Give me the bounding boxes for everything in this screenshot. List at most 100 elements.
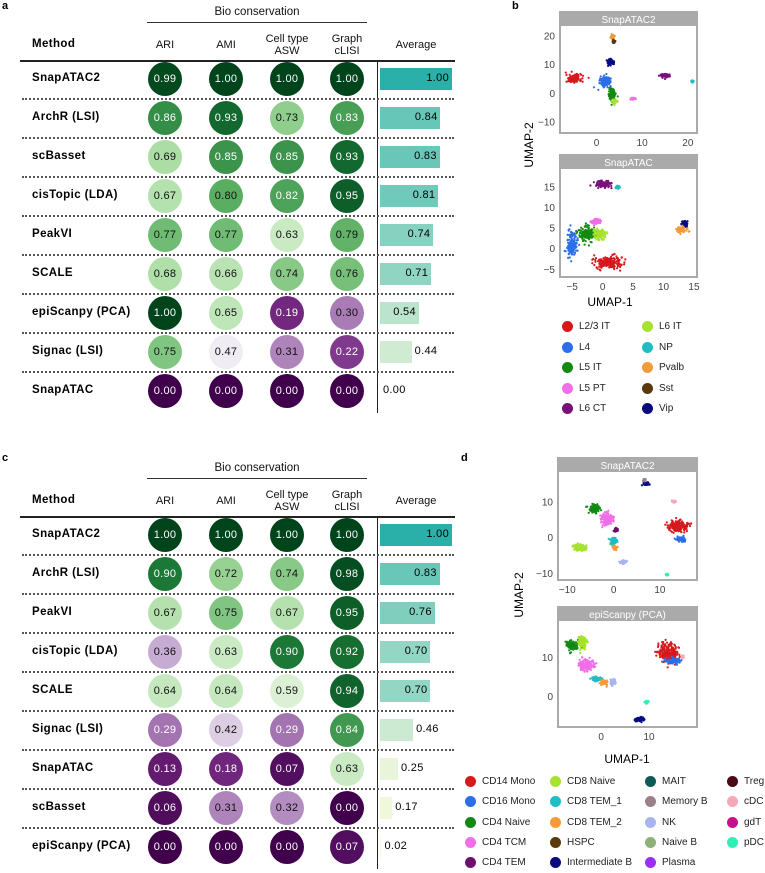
cell-point	[667, 653, 671, 656]
row-separator	[22, 215, 454, 217]
cell-point	[675, 516, 678, 520]
cell-point	[575, 543, 578, 546]
cell-point	[682, 522, 685, 526]
cell-point	[602, 264, 605, 267]
cell-point	[644, 482, 647, 485]
legend-item: L5 PT	[562, 382, 606, 394]
plot-frame	[557, 457, 698, 581]
cell-point	[603, 186, 607, 190]
cell-point	[630, 96, 633, 99]
cell-point	[604, 233, 607, 236]
score-circle: 1.00	[270, 62, 304, 96]
method-name: cisTopic (LDA)	[32, 189, 118, 201]
cell-point	[571, 250, 574, 253]
cell-point	[669, 527, 672, 530]
column-header-line: cLISI	[334, 45, 360, 57]
cell-point	[674, 526, 677, 530]
cell-point	[611, 61, 615, 64]
cell-point	[610, 89, 613, 93]
cell-point	[596, 221, 599, 224]
plot-title: SnapATAC	[604, 158, 653, 169]
cell-point	[577, 78, 580, 81]
cell-point	[617, 186, 620, 189]
legend-swatch-icon	[642, 341, 653, 353]
score-circle: 0.29	[270, 713, 304, 747]
cell-point	[608, 260, 611, 263]
score-circle: 0.85	[209, 140, 243, 174]
average-bar	[380, 146, 440, 168]
legend-item: HSPC	[550, 836, 595, 848]
legend-label: Pvalb	[659, 362, 685, 373]
cell-point	[640, 717, 643, 721]
cluster-l6-ct	[657, 73, 672, 81]
cell-point	[580, 642, 583, 645]
cell-point	[675, 228, 678, 231]
cell-point	[610, 540, 613, 544]
cell-point	[635, 718, 639, 722]
y-tick-label: 0	[549, 89, 555, 100]
cell-point	[579, 229, 582, 232]
column-header-method: Method	[32, 38, 76, 50]
cell-point	[671, 519, 674, 523]
legend-item: Intermediate B	[550, 857, 632, 869]
score-circle: 0.83	[330, 101, 364, 135]
x-axis-label: UMAP-1	[587, 295, 633, 309]
cell-point	[607, 509, 610, 512]
cell-point	[592, 229, 595, 232]
y-tick-label: 0	[549, 244, 555, 255]
cluster-cd14-mono	[654, 638, 681, 669]
cell-point	[606, 517, 609, 520]
cell-point	[663, 73, 666, 76]
column-header-line: cLISI	[334, 501, 360, 513]
cell-point	[595, 217, 598, 220]
cell-point	[605, 184, 608, 187]
cell-point	[587, 244, 591, 247]
cell-point	[665, 76, 668, 79]
legend-label: Treg	[744, 776, 765, 787]
cell-point	[600, 181, 603, 184]
average-bar	[380, 602, 435, 624]
score-circle: 0.29	[148, 713, 182, 747]
umap-plot-snapatac2: SnapATAC2 −10 0 10 −10 0 10	[536, 457, 698, 596]
cell-point	[623, 562, 626, 565]
score-circle: 1.00	[209, 518, 243, 552]
cluster-cd4-naive	[564, 638, 584, 655]
cell-point	[642, 478, 645, 481]
cell-point	[614, 545, 617, 548]
cell-point	[569, 80, 572, 84]
cell-point	[605, 521, 609, 525]
cell-point	[583, 547, 586, 551]
cell-point	[676, 227, 679, 230]
legend-item: NP	[642, 341, 673, 353]
cell-point	[610, 187, 613, 190]
legend-swatch-icon	[727, 816, 738, 828]
cell-point	[568, 651, 572, 655]
cell-point	[676, 535, 679, 538]
cell-point	[608, 86, 611, 90]
cell-point	[574, 251, 577, 254]
cell-point	[666, 648, 669, 651]
cluster-cd8-naive	[576, 635, 589, 655]
cluster-l2-3-it	[564, 70, 590, 84]
cluster-l4	[563, 224, 581, 263]
cell-point	[579, 546, 582, 550]
average-value: 0.02	[384, 840, 408, 852]
average-bar	[380, 107, 441, 129]
legend-item: Naive B	[645, 836, 697, 848]
cell-point	[579, 235, 582, 238]
x-tick-label: 0	[594, 138, 600, 149]
legend-label: CD8 TEM_1	[567, 796, 622, 808]
cell-point	[682, 525, 685, 528]
column-header-graph-clisi: Graph cLISI	[312, 489, 382, 513]
x-tick-label: 10	[644, 732, 656, 743]
cell-point	[603, 80, 606, 83]
cell-point	[591, 659, 595, 663]
cell-point	[603, 74, 606, 77]
cell-point	[598, 82, 601, 85]
cell-point	[620, 256, 623, 259]
cell-point	[594, 665, 597, 668]
row-separator	[22, 671, 454, 673]
cell-point	[578, 544, 581, 547]
cell-point	[610, 520, 613, 523]
cell-point	[591, 676, 594, 679]
